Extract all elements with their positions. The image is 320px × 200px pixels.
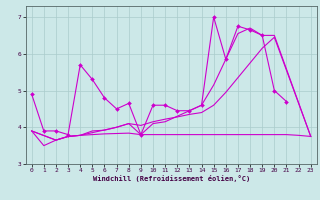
X-axis label: Windchill (Refroidissement éolien,°C): Windchill (Refroidissement éolien,°C) [92, 175, 250, 182]
